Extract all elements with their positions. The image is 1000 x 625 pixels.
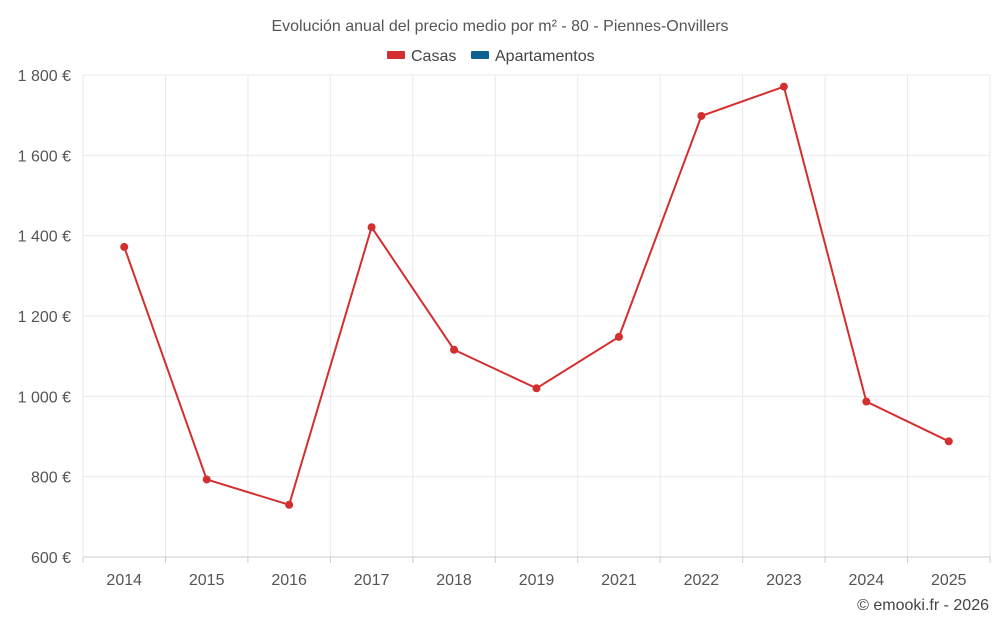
x-tick-label: 2021: [601, 572, 637, 589]
y-tick-label: 800 €: [31, 470, 71, 487]
y-tick-label: 600 €: [31, 550, 71, 567]
legend-label-apartamentos[interactable]: Apartamentos: [495, 48, 595, 65]
y-tick-label: 1 000 €: [18, 389, 71, 406]
series-casas: [120, 82, 953, 509]
data-point[interactable]: [614, 332, 623, 341]
x-tick-label: 2025: [931, 572, 967, 589]
x-tick-label: 2022: [684, 572, 720, 589]
x-tick-label: 2023: [766, 572, 802, 589]
x-tick-label: 2016: [271, 572, 307, 589]
x-axis: 2014 2015 2016 2017 2018 2019 2021 2022 2023 2024…: [82, 556, 991, 589]
chart-title: Evolución anual del precio medio por m² …: [271, 18, 728, 35]
legend-swatch-casas: [387, 51, 405, 59]
x-tick-label: 2019: [519, 572, 555, 589]
x-tick-label: 2017: [354, 572, 390, 589]
legend-label-casas[interactable]: Casas: [411, 48, 456, 65]
data-point[interactable]: [202, 475, 211, 484]
data-point[interactable]: [285, 500, 294, 509]
legend: Casas Apartamentos: [387, 48, 595, 65]
data-point[interactable]: [367, 223, 376, 232]
x-tick-label: 2018: [436, 572, 472, 589]
x-tick-label: 2014: [106, 572, 142, 589]
y-tick-label: 1 800 €: [18, 68, 71, 85]
data-point[interactable]: [532, 384, 541, 393]
data-point[interactable]: [779, 82, 788, 91]
data-point[interactable]: [450, 345, 459, 354]
data-point[interactable]: [120, 242, 129, 251]
x-tick-label: 2015: [189, 572, 225, 589]
y-tick-label: 1 600 €: [18, 148, 71, 165]
legend-swatch-apartamentos: [471, 51, 489, 59]
data-point[interactable]: [944, 437, 953, 446]
data-point[interactable]: [697, 111, 706, 120]
x-tick-label: 2024: [849, 572, 885, 589]
grid: [82, 74, 991, 557]
y-axis: 600 € 800 € 1 000 € 1 200 € 1 400 € 1 600 € 1 …: [18, 68, 71, 567]
credit-text: © emooki.fr - 2026: [857, 597, 989, 614]
data-point[interactable]: [862, 397, 871, 406]
y-tick-label: 1 400 €: [18, 229, 71, 246]
y-tick-label: 1 200 €: [18, 309, 71, 326]
